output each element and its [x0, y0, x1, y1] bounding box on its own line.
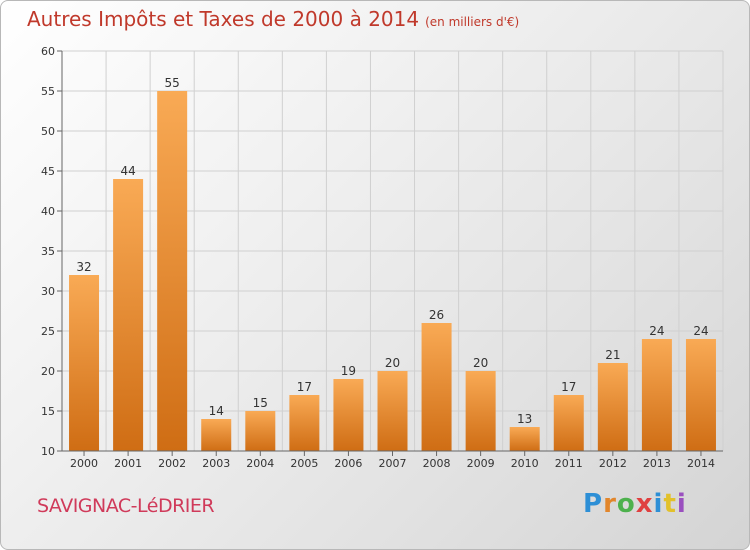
bar-2003: [201, 419, 232, 451]
bar-2013: [641, 339, 672, 451]
bar-value-label: 14: [209, 404, 224, 418]
bar-2005: [289, 395, 320, 451]
bar-value-label: 26: [429, 308, 444, 322]
bar-value-label: 17: [561, 380, 576, 394]
bar-value-label: 15: [253, 396, 268, 410]
bar-2002: [157, 91, 188, 451]
bar-2008: [421, 323, 452, 451]
bar-2014: [685, 339, 716, 451]
x-tick-label: 2012: [599, 457, 627, 470]
bar-value-label: 21: [605, 348, 620, 362]
bar-value-label: 32: [76, 260, 91, 274]
bar-2006: [333, 379, 364, 451]
unit-label: (en milliers d'€): [425, 15, 520, 29]
x-tick-label: 2008: [423, 457, 451, 470]
x-tick-label: 2003: [202, 457, 230, 470]
x-tick-label: 2013: [643, 457, 671, 470]
bar-2010: [509, 427, 540, 451]
y-tick-label: 35: [41, 245, 55, 258]
x-tick-label: 2002: [158, 457, 186, 470]
bar-2000: [69, 275, 100, 451]
y-tick-label: 10: [41, 445, 55, 458]
bar-value-label: 19: [341, 364, 356, 378]
bar-value-label: 17: [297, 380, 312, 394]
bar-value-label: 24: [649, 324, 664, 338]
x-tick-label: 2014: [687, 457, 715, 470]
x-tick-label: 2010: [511, 457, 539, 470]
bar-2004: [245, 411, 276, 451]
y-tick-label: 40: [41, 205, 55, 218]
x-tick-label: 2009: [467, 457, 495, 470]
bar-2011: [553, 395, 584, 451]
chart-title-block: Autres Impôts et Taxes de 2000 à 2014 (en…: [27, 7, 519, 31]
x-tick-label: 2001: [114, 457, 142, 470]
y-tick-label: 55: [41, 85, 55, 98]
x-tick-label: 2007: [379, 457, 407, 470]
commune-name: SAVIGNAC-LéDRIER: [37, 495, 215, 517]
y-tick-label: 25: [41, 325, 55, 338]
y-tick-label: 45: [41, 165, 55, 178]
bar-value-label: 13: [517, 412, 532, 426]
y-tick-label: 15: [41, 405, 55, 418]
x-tick-label: 2006: [334, 457, 362, 470]
bar-2001: [113, 179, 144, 451]
bar-value-label: 44: [120, 164, 135, 178]
x-tick-label: 2011: [555, 457, 583, 470]
chart-title: Autres Impôts et Taxes de 2000 à 2014: [27, 7, 420, 31]
y-tick-label: 20: [41, 365, 55, 378]
bar-value-label: 20: [385, 356, 400, 370]
x-tick-label: 2004: [246, 457, 274, 470]
y-tick-label: 60: [41, 45, 55, 58]
proxiti-logo: Proxiti: [583, 489, 687, 519]
bar-value-label: 24: [693, 324, 708, 338]
x-tick-label: 2000: [70, 457, 98, 470]
y-tick-label: 30: [41, 285, 55, 298]
x-tick-label: 2005: [290, 457, 318, 470]
bar-value-label: 20: [473, 356, 488, 370]
bar-2007: [377, 371, 408, 451]
y-tick-label: 50: [41, 125, 55, 138]
bar-value-label: 55: [165, 76, 180, 90]
bar-2009: [465, 371, 496, 451]
bar-2012: [597, 363, 628, 451]
